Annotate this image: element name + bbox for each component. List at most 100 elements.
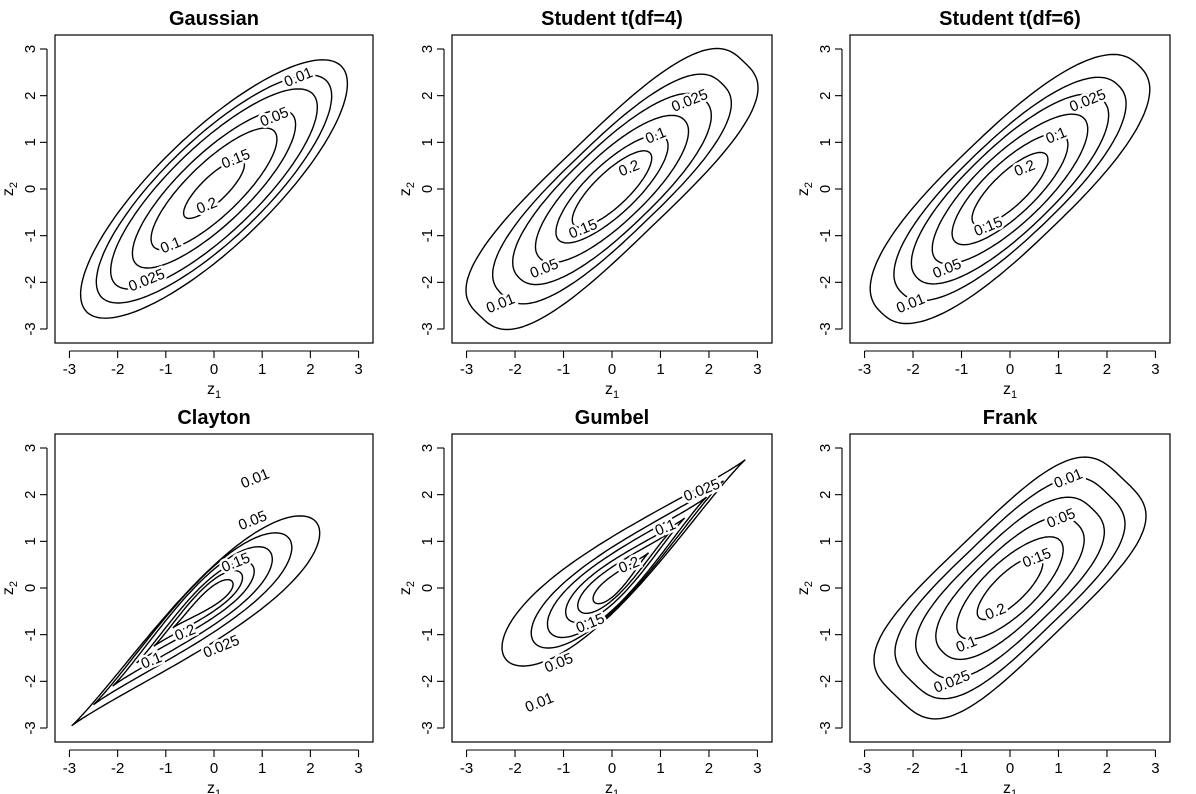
- y-tick-label: -1: [817, 628, 834, 641]
- contour-label: 0.1: [954, 633, 980, 657]
- contour-label: 0.01: [523, 689, 556, 716]
- contour-line-0.15: [153, 569, 244, 647]
- contour-label: 0.05: [1044, 505, 1077, 532]
- contour-line-0.15: [956, 536, 1064, 640]
- contour-line-0.1: [565, 517, 686, 624]
- contour-line-0.2: [571, 150, 653, 228]
- contour-line-0.01: [71, 515, 321, 727]
- y-tick-label: -1: [419, 229, 436, 242]
- contour-line-0.025: [93, 532, 293, 706]
- plot-frame: [54, 433, 374, 743]
- x-tick-label: -3: [460, 760, 473, 777]
- x-tick-label: 2: [306, 361, 314, 378]
- plot-frame: [54, 34, 374, 344]
- contour-label: 0.05: [542, 650, 575, 677]
- y-tick-label: -3: [817, 721, 834, 734]
- panel-3: Student t(df=6) -3 -2 -1 0 1 2 3 -3 -2 -1 0 1 2 3 z1 z2 0…: [795, 8, 1171, 401]
- y-tick-label: 1: [22, 138, 39, 146]
- y-tick-label: -3: [419, 721, 436, 734]
- x-tick-label: -2: [508, 760, 521, 777]
- contour-line-0.1: [131, 109, 297, 269]
- y-tick-label: 2: [22, 490, 39, 498]
- x-tick-label: 2: [1103, 760, 1111, 777]
- y-tick-label: 1: [419, 537, 436, 545]
- x-tick-label: -1: [557, 361, 570, 378]
- x-tick-label: 1: [1054, 760, 1062, 777]
- contour-line-0.15: [150, 127, 278, 251]
- x-tick-label: 0: [608, 760, 616, 777]
- contour-line-0.05: [915, 496, 1105, 680]
- x-tick-label: -3: [858, 760, 871, 777]
- panel-title: Student t(df=4): [541, 8, 683, 30]
- x-tick-label: -1: [159, 361, 172, 378]
- contour-line-0.025: [893, 76, 1127, 302]
- y-tick-label: -2: [817, 675, 834, 688]
- y-tick-label: -2: [22, 276, 39, 289]
- contour-line-0.15: [951, 132, 1069, 246]
- x-tick-label: 2: [1103, 361, 1111, 378]
- x-tick-label: 3: [354, 361, 362, 378]
- y-tick-label: -1: [22, 628, 39, 641]
- y-tick-label: 0: [22, 185, 39, 193]
- x-tick-label: 3: [753, 361, 761, 378]
- panel-5: Gumbel -3 -2 -1 0 1 2 3 -3 -2 -1 0 1 2 3 z1 z2 0.010.0250…: [397, 407, 773, 794]
- y-axis-label: z2: [795, 581, 815, 595]
- contour-line-0.1: [931, 113, 1089, 265]
- contour-line-0.15: [555, 134, 669, 244]
- y-tick-label: 3: [419, 444, 436, 452]
- x-tick-label: -2: [906, 361, 919, 378]
- y-tick-label: -1: [817, 229, 834, 242]
- contour-line-0.05: [910, 93, 1110, 285]
- x-tick-label: 3: [1151, 361, 1159, 378]
- x-axis-label: z1: [1003, 381, 1017, 401]
- contour-line-0.05: [112, 545, 273, 687]
- contour-line-0.2: [971, 151, 1049, 227]
- contour-label: 0.1: [1043, 124, 1069, 148]
- y-tick-label: 0: [22, 584, 39, 592]
- contour-line-0.01: [79, 59, 349, 319]
- y-tick-label: 0: [419, 584, 436, 592]
- contour-label: 0.025: [1067, 86, 1108, 116]
- contour-line-0.025: [492, 73, 732, 305]
- y-tick-label: 2: [419, 91, 436, 99]
- contour-line-0.2: [172, 579, 234, 629]
- y-tick-label: -3: [22, 322, 39, 335]
- contour-label: 0.01: [238, 465, 271, 492]
- contour-label: 0.01: [894, 290, 927, 317]
- y-tick-label: 1: [22, 537, 39, 545]
- x-tick-label: -2: [906, 760, 919, 777]
- contour-label: 0.15: [219, 146, 252, 173]
- y-tick-label: 3: [817, 444, 834, 452]
- x-tick-label: 1: [656, 361, 664, 378]
- contour-label: 0.1: [139, 649, 165, 673]
- contour-label: 0.05: [236, 507, 269, 534]
- y-tick-label: 0: [817, 185, 834, 193]
- contour-line-0.05: [511, 92, 713, 286]
- contour-label: 0.1: [643, 124, 669, 148]
- y-tick-label: -2: [419, 276, 436, 289]
- contour-label: 0.025: [669, 86, 710, 116]
- x-tick-label: 1: [258, 361, 266, 378]
- contour-label: 0.15: [219, 549, 252, 576]
- y-tick-label: 3: [22, 444, 39, 452]
- x-axis-label: z1: [207, 780, 221, 794]
- contour-line-0.025: [894, 476, 1126, 700]
- x-axis-label: z1: [605, 780, 619, 794]
- y-axis-label: z2: [795, 182, 815, 196]
- panel-title: Gumbel: [575, 407, 649, 429]
- x-tick-label: -1: [159, 760, 172, 777]
- y-tick-label: -1: [419, 628, 436, 641]
- contour-line-0.01: [873, 456, 1147, 720]
- y-tick-label: -2: [817, 276, 834, 289]
- y-tick-label: 2: [419, 490, 436, 498]
- x-tick-label: 0: [1006, 361, 1014, 378]
- contour-label: 0.2: [1012, 157, 1038, 181]
- contour-label: 0.1: [158, 234, 184, 258]
- y-tick-label: -2: [419, 675, 436, 688]
- x-tick-label: -2: [111, 361, 124, 378]
- panel-title: Gaussian: [169, 8, 259, 30]
- y-tick-label: 0: [817, 584, 834, 592]
- contour-line-0.01: [465, 47, 759, 331]
